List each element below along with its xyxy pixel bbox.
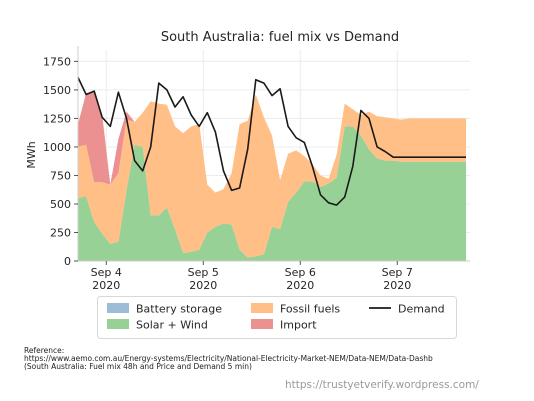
stacked-areas: [78, 91, 466, 262]
x-tick-year-label: 2020: [383, 279, 411, 292]
legend-swatch: [107, 303, 129, 313]
area-fossil-fuels: [78, 94, 466, 258]
credit-link[interactable]: https://trustyetverify.wordpress.com/: [285, 379, 479, 391]
y-tick-label: 500: [50, 198, 71, 211]
chart-svg: South Australia: fuel mix vs Demand MWh …: [25, 30, 470, 339]
legend: Battery storage Fossil fuels Demand Solar +…: [97, 296, 457, 339]
y-tick-label: 1250: [43, 112, 71, 125]
legend-swatch: [251, 319, 273, 329]
x-tick-label: Sep 7: [382, 266, 413, 279]
legend-swatch: [251, 303, 273, 313]
reference-url: https://www.aemo.com.au/Energy-systems/E…: [24, 354, 433, 363]
x-tick-label: Sep 5: [188, 266, 219, 279]
y-tick-label: 250: [50, 226, 71, 239]
legend-label: Import: [280, 319, 317, 332]
y-tick-label: 750: [50, 169, 71, 182]
series-line-demand: [77, 77, 466, 206]
legend-label: Battery storage: [136, 303, 222, 316]
area-solar-wind: [78, 126, 466, 262]
legend-label: Solar + Wind: [136, 319, 208, 332]
chart-title: South Australia: fuel mix vs Demand: [161, 30, 399, 45]
x-tick-year-label: 2020: [92, 279, 120, 292]
legend-box: [97, 296, 457, 339]
y-tick-label: 1750: [43, 55, 71, 68]
legend-swatch: [107, 319, 129, 329]
demand-line: [77, 77, 466, 206]
x-tick-label: Sep 6: [285, 266, 316, 279]
x-tick-label: Sep 4: [91, 266, 122, 279]
y-tick-label: 1500: [43, 84, 71, 97]
reference-note: (South Australia: Fuel mix 48h and Price…: [24, 362, 252, 371]
legend-label: Fossil fuels: [280, 303, 340, 316]
y-tick-label: 1000: [43, 141, 71, 154]
y-axis-label: MWh: [25, 141, 38, 168]
x-tick-year-label: 2020: [286, 279, 314, 292]
legend-label: Demand: [398, 303, 445, 316]
y-tick-label: 0: [64, 255, 71, 268]
reference-heading: Reference:: [24, 346, 65, 355]
x-tick-year-label: 2020: [189, 279, 217, 292]
